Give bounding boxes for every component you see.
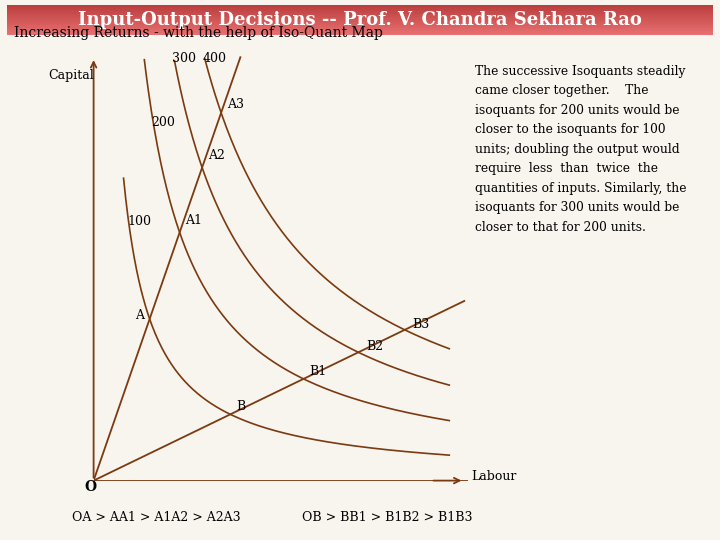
Text: A1: A1 [185,214,202,227]
Bar [7,17,713,18]
Text: OB > BB1 > B1B2 > B1B3: OB > BB1 > B1B2 > B1B3 [302,511,473,524]
Text: B: B [236,400,246,413]
Bar [7,31,713,32]
Bar [7,15,713,16]
Text: Labour: Labour [472,470,517,483]
Bar [7,10,713,11]
Bar [7,26,713,27]
Bar [7,12,713,13]
Bar [7,27,713,28]
Text: 400: 400 [202,51,226,65]
Bar [7,30,713,31]
Bar [7,25,713,26]
Bar [7,22,713,23]
Bar [7,6,713,7]
Bar [7,11,713,12]
Bar [7,23,713,24]
Bar [7,13,713,14]
Bar [7,9,713,10]
Bar [7,24,713,25]
Text: A3: A3 [227,98,244,111]
Bar [7,32,713,33]
Bar [7,18,713,19]
Text: B1: B1 [309,364,326,377]
Text: 300: 300 [172,51,197,65]
Text: B3: B3 [412,318,429,330]
Bar [7,28,713,29]
Bar [7,33,713,35]
Bar [7,29,713,30]
Text: OA > AA1 > A1A2 > A2A3: OA > AA1 > A1A2 > A2A3 [72,511,240,524]
Bar [7,19,713,20]
Text: The successive Isoquants steadily
came closer together.    The
isoquants for 200: The successive Isoquants steadily came c… [475,65,687,234]
Bar [7,21,713,22]
Bar [7,20,713,21]
Bar [7,16,713,17]
Text: 100: 100 [127,215,151,228]
Bar [7,8,713,9]
Text: Increasing Returns - with the help of Iso-Quant Map: Increasing Returns - with the help of Is… [14,26,383,40]
Text: B2: B2 [366,340,383,353]
Text: Input-Output Decisions -- Prof. V. Chandra Sekhara Rao: Input-Output Decisions -- Prof. V. Chand… [78,11,642,29]
Text: O: O [84,481,96,495]
Text: 200: 200 [152,116,176,129]
Text: A2: A2 [208,149,225,162]
Bar [7,7,713,8]
Text: A: A [135,309,144,322]
Text: Capital: Capital [48,69,94,82]
Bar [7,5,713,6]
